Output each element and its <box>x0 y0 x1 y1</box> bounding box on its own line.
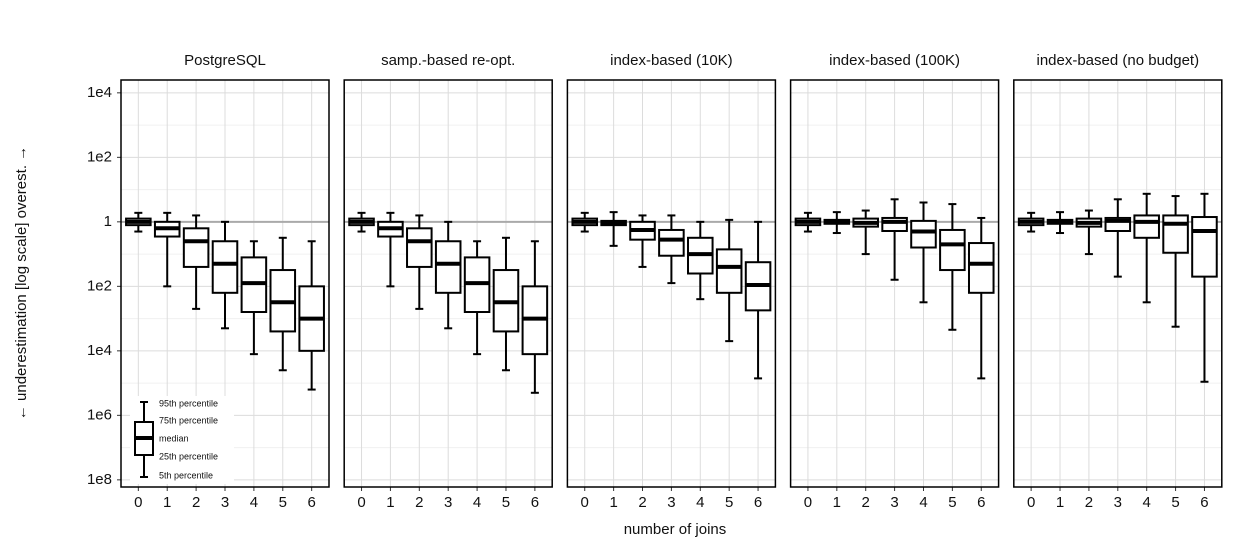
x-tick-label: 3 <box>221 494 229 511</box>
x-tick-label: 6 <box>307 494 315 511</box>
x-tick-label: 5 <box>502 494 510 511</box>
x-tick-label: 0 <box>1027 494 1035 511</box>
x-tick-label: 2 <box>638 494 646 511</box>
x-tick-label: 6 <box>531 494 539 511</box>
x-tick-label: 3 <box>890 494 898 511</box>
x-tick-label: 0 <box>134 494 142 511</box>
panel-title: samp.-based re-opt. <box>381 52 515 69</box>
x-tick-label: 4 <box>696 494 704 511</box>
y-tick-label: 1e4 <box>87 84 112 101</box>
box <box>715 248 743 294</box>
x-tick-label: 0 <box>581 494 589 511</box>
box <box>182 227 210 268</box>
x-tick-label: 1 <box>1056 494 1064 511</box>
panel-title: index-based (10K) <box>610 52 733 69</box>
panel-title: index-based (100K) <box>829 52 960 69</box>
y-tick-label: 1e8 <box>87 471 112 488</box>
panel-border <box>566 79 777 488</box>
x-tick-label: 3 <box>667 494 675 511</box>
x-tick-label: 6 <box>754 494 762 511</box>
legend-label: median <box>159 433 189 443</box>
x-tick-label: 6 <box>1200 494 1208 511</box>
box <box>967 242 995 294</box>
x-tick-label: 4 <box>473 494 481 511</box>
x-tick-label: 0 <box>357 494 365 511</box>
y-tick-label: 1e4 <box>87 342 112 359</box>
x-tick-label: 1 <box>386 494 394 511</box>
box <box>910 219 937 249</box>
box <box>1191 216 1218 278</box>
x-tick-label: 1 <box>833 494 841 511</box>
x-tick-label: 2 <box>1085 494 1093 511</box>
box <box>211 240 239 294</box>
box <box>1133 214 1160 239</box>
x-tick-label: 3 <box>1114 494 1122 511</box>
box <box>406 227 433 268</box>
y-tick-label: 1e2 <box>87 148 112 165</box>
x-tick-label: 1 <box>163 494 171 511</box>
x-tick-label: 3 <box>444 494 452 511</box>
x-tick-label: 5 <box>279 494 287 511</box>
panel-title: index-based (no budget) <box>1036 52 1199 69</box>
y-axis-title: ← underestimation [log scale] overest. → <box>13 146 30 420</box>
panel-border <box>120 79 330 488</box>
x-tick-label: 4 <box>1143 494 1151 511</box>
x-tick-label: 0 <box>804 494 812 511</box>
box <box>939 228 966 272</box>
panel-border <box>789 79 1000 488</box>
x-tick-label: 2 <box>862 494 870 511</box>
legend-label: 25th percentile <box>159 451 218 461</box>
legend-label: 5th percentile <box>159 470 213 480</box>
x-tick-label: 5 <box>1171 494 1179 511</box>
x-tick-label: 5 <box>948 494 956 511</box>
x-axis-title: number of joins <box>624 521 727 538</box>
box <box>1162 214 1189 254</box>
box <box>658 228 685 257</box>
box <box>434 240 462 294</box>
panel-border <box>1013 79 1223 488</box>
x-tick-label: 5 <box>725 494 733 511</box>
panel-border <box>343 79 553 488</box>
x-tick-label: 2 <box>415 494 423 511</box>
y-tick-label: 1 <box>104 213 112 230</box>
x-tick-label: 6 <box>977 494 985 511</box>
y-tick-label: 1e6 <box>87 406 112 423</box>
x-tick-label: 4 <box>919 494 927 511</box>
y-tick-label: 1e2 <box>87 277 112 294</box>
x-tick-label: 4 <box>250 494 258 511</box>
legend-label: 95th percentile <box>159 398 218 408</box>
x-tick-label: 2 <box>192 494 200 511</box>
x-tick-label: 1 <box>609 494 617 511</box>
panel-title: PostgreSQL <box>184 52 266 69</box>
legend-label: 75th percentile <box>159 415 218 425</box>
